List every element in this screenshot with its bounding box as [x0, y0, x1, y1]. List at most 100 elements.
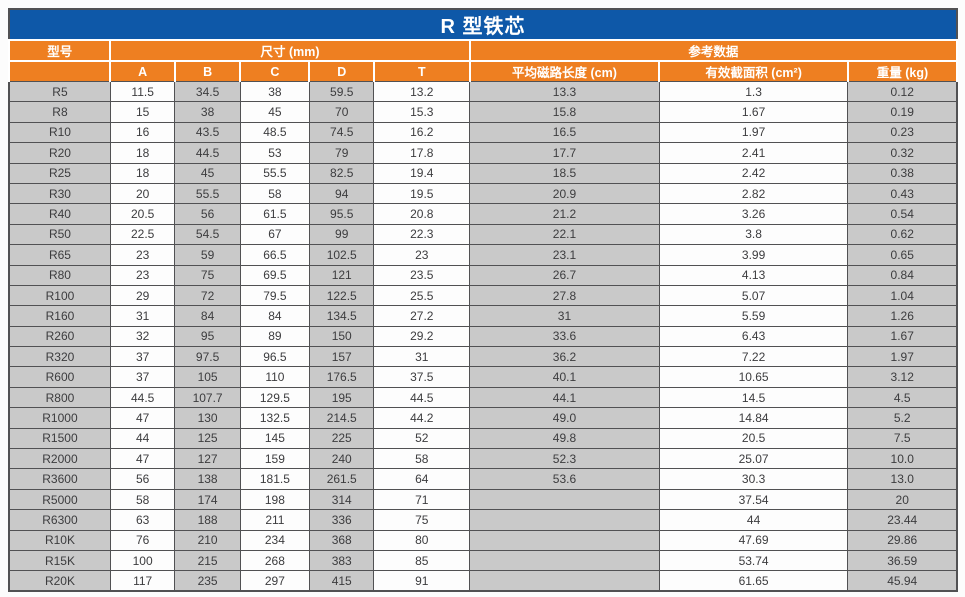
header-col-d: D: [308, 60, 375, 82]
value-cell: 44.2: [373, 407, 471, 429]
value-cell: 38: [239, 80, 310, 103]
value-cell: 4.5: [847, 386, 958, 409]
table-row: R50 22.5 54.5 67 99 22.3 22.1 3.8 0.62: [8, 223, 958, 246]
value-cell: 59.5: [308, 80, 375, 103]
value-cell: 10.65: [658, 366, 849, 388]
value-cell: 82.5: [308, 162, 375, 184]
value-cell: 4.13: [658, 264, 849, 286]
model-cell: R320: [8, 346, 111, 368]
value-cell: [469, 529, 660, 551]
value-cell: 13.3: [469, 80, 660, 103]
value-cell: 105: [174, 366, 241, 388]
value-cell: 99: [308, 223, 375, 246]
table-row: R30 20 55.5 58 94 19.5 20.9 2.82 0.43: [8, 182, 958, 205]
value-cell: 1.97: [658, 121, 849, 144]
value-cell: 69.5: [239, 264, 310, 286]
value-cell: 30.3: [658, 468, 849, 490]
value-cell: 31: [373, 346, 471, 368]
value-cell: 134.5: [308, 305, 375, 327]
value-cell: 211: [239, 509, 310, 531]
value-cell: 20.9: [469, 182, 660, 205]
value-cell: 49.8: [469, 427, 660, 450]
table-row: R25 18 45 55.5 82.5 19.4 18.5 2.42 0.38: [8, 162, 958, 184]
model-cell: R50: [8, 223, 111, 246]
value-cell: 74.5: [308, 121, 375, 144]
table-row: R65 23 59 66.5 102.5 23 23.1 3.99 0.65: [8, 244, 958, 266]
value-cell: 89: [239, 325, 310, 348]
value-cell: 67: [239, 223, 310, 246]
value-cell: 22.5: [109, 223, 176, 246]
value-cell: 18.5: [469, 162, 660, 184]
model-cell: R80: [8, 264, 111, 286]
value-cell: 20.5: [109, 203, 176, 225]
model-cell: R1000: [8, 407, 111, 429]
value-cell: 1.26: [847, 305, 958, 327]
value-cell: 85: [373, 549, 471, 572]
header-col-a: A: [109, 60, 176, 82]
value-cell: 195: [308, 386, 375, 409]
table-row: R260 32 95 89 150 29.2 33.6 6.43 1.67: [8, 325, 958, 348]
value-cell: 20: [847, 488, 958, 511]
value-cell: 132.5: [239, 407, 310, 429]
table-row: R2000 47 127 159 240 58 52.3 25.07 10.0: [8, 448, 958, 470]
value-cell: 6.43: [658, 325, 849, 348]
value-cell: 1.97: [847, 346, 958, 368]
value-cell: 157: [308, 346, 375, 368]
value-cell: 61.65: [658, 570, 849, 592]
value-cell: 47: [109, 448, 176, 470]
value-cell: 36.59: [847, 549, 958, 572]
model-cell: R1500: [8, 427, 111, 450]
value-cell: 31: [469, 305, 660, 327]
value-cell: 47.69: [658, 529, 849, 551]
table-row: R320 37 97.5 96.5 157 31 36.2 7.22 1.97: [8, 346, 958, 368]
value-cell: 176.5: [308, 366, 375, 388]
value-cell: 2.42: [658, 162, 849, 184]
value-cell: 1.3: [658, 80, 849, 103]
value-cell: 29.2: [373, 325, 471, 348]
header-reference-group: 参考数据: [468, 39, 959, 62]
value-cell: 36.2: [469, 346, 660, 368]
value-cell: 53.74: [658, 549, 849, 572]
model-cell: R3600: [8, 468, 111, 490]
value-cell: 5.59: [658, 305, 849, 327]
header-col-t: T: [372, 60, 471, 82]
table-row: R1000 47 130 132.5 214.5 44.2 49.0 14.84 5.2: [8, 407, 958, 429]
table-row: R160 31 84 84 134.5 27.2 31 5.59 1.26: [8, 305, 958, 327]
value-cell: 19.5: [373, 182, 471, 205]
value-cell: 122.5: [308, 284, 375, 307]
table-row: R800 44.5 107.7 129.5 195 44.5 44.1 14.5 4.5: [8, 386, 958, 409]
model-cell: R5000: [8, 488, 111, 511]
table-row: R15K 100 215 268 383 85 53.74 36.59: [8, 549, 958, 572]
value-cell: 117: [109, 570, 176, 592]
value-cell: 368: [308, 529, 375, 551]
model-cell: R65: [8, 244, 111, 266]
value-cell: 53.6: [469, 468, 660, 490]
value-cell: 18: [109, 142, 176, 164]
value-cell: 26.7: [469, 264, 660, 286]
value-cell: 20.8: [373, 203, 471, 225]
value-cell: 37.54: [658, 488, 849, 511]
value-cell: 214.5: [308, 407, 375, 429]
header-model-spacer: [7, 60, 112, 82]
value-cell: 314: [308, 488, 375, 511]
value-cell: 150: [308, 325, 375, 348]
value-cell: 5.2: [847, 407, 958, 429]
value-cell: 13.0: [847, 468, 958, 490]
value-cell: 297: [239, 570, 310, 592]
value-cell: 37.5: [373, 366, 471, 388]
value-cell: 261.5: [308, 468, 375, 490]
value-cell: [469, 549, 660, 572]
value-cell: 75: [174, 264, 241, 286]
value-cell: 3.8: [658, 223, 849, 246]
value-cell: 18: [109, 162, 176, 184]
value-cell: [469, 488, 660, 511]
value-cell: 20.5: [658, 427, 849, 450]
value-cell: 64: [373, 468, 471, 490]
value-cell: 27.2: [373, 305, 471, 327]
model-cell: R800: [8, 386, 111, 409]
value-cell: 84: [239, 305, 310, 327]
value-cell: 71: [373, 488, 471, 511]
value-cell: 47: [109, 407, 176, 429]
value-cell: 56: [174, 203, 241, 225]
value-cell: 79: [308, 142, 375, 164]
